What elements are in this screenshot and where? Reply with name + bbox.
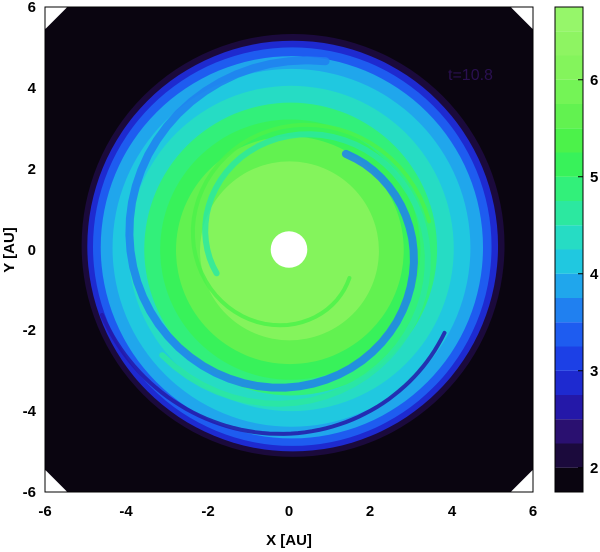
y-tick-label: -4: [23, 403, 37, 420]
colorbar-tick-label: 2: [590, 460, 598, 477]
y-tick-label: 6: [28, 0, 36, 16]
y-axis-title: Y [AU]: [1, 227, 18, 273]
time-annotation: t=10.8: [448, 67, 493, 84]
plot-area: [45, 7, 533, 492]
y-tick-label: -6: [23, 484, 36, 501]
colorbar-bands: [555, 7, 583, 492]
colorbar-band: [555, 370, 583, 395]
colorbar-tick-label: 3: [590, 363, 598, 380]
colorbar-band: [555, 346, 583, 371]
x-tick-label: 6: [529, 503, 537, 520]
y-tick-label: 0: [28, 242, 36, 259]
x-axis: -6 -4 -2 0 2 4 6 X [AU]: [38, 503, 537, 549]
spiral-arm: [190, 122, 432, 328]
spiral-arms: [100, 56, 447, 436]
colorbar-band: [555, 152, 583, 177]
colorbar-band: [555, 128, 583, 153]
x-tick-label: -6: [38, 503, 51, 520]
spiral-arm: [100, 313, 447, 436]
x-tick-label: -4: [119, 503, 133, 520]
x-tick-label: 0: [285, 503, 293, 520]
colorbar-band: [555, 467, 583, 492]
colorbar-tick-label: 4: [590, 266, 599, 283]
colorbar-band: [555, 298, 583, 323]
colorbar-ticks: 2 3 4 5 6: [578, 72, 599, 477]
colorbar-tick-label: 5: [590, 169, 598, 186]
colorbar-tick-label: 6: [590, 72, 598, 89]
colorbar-band: [555, 104, 583, 129]
colorbar-band: [555, 225, 583, 250]
spiral-arm: [125, 56, 418, 392]
colorbar-frame: [554, 6, 584, 493]
colorbar-band: [555, 7, 583, 32]
y-axis: -6 -4 -2 0 2 4 6 Y [AU]: [1, 0, 37, 501]
x-axis-title: X [AU]: [266, 532, 312, 549]
colorbar-band: [555, 79, 583, 104]
colorbar-band: [555, 443, 583, 468]
y-tick-label: 4: [28, 80, 37, 97]
x-tick-label: -2: [201, 503, 214, 520]
colorbar-band: [555, 201, 583, 226]
colorbar: 2 3 4 5 6: [554, 6, 599, 493]
inner-hole: [270, 231, 308, 268]
y-tick-label: 2: [28, 161, 36, 178]
colorbar-band: [555, 395, 583, 420]
colorbar-band: [555, 249, 583, 274]
x-tick-label: 2: [366, 503, 374, 520]
colorbar-band: [555, 273, 583, 298]
colorbar-band: [555, 31, 583, 56]
spiral-arm: [159, 131, 431, 407]
colorbar-band: [555, 419, 583, 444]
y-tick-label: -2: [23, 322, 36, 339]
plot-frame: [44, 6, 534, 493]
colorbar-band: [555, 55, 583, 80]
colorbar-band: [555, 322, 583, 347]
colorbar-band: [555, 176, 583, 201]
x-tick-label: 4: [448, 503, 457, 520]
